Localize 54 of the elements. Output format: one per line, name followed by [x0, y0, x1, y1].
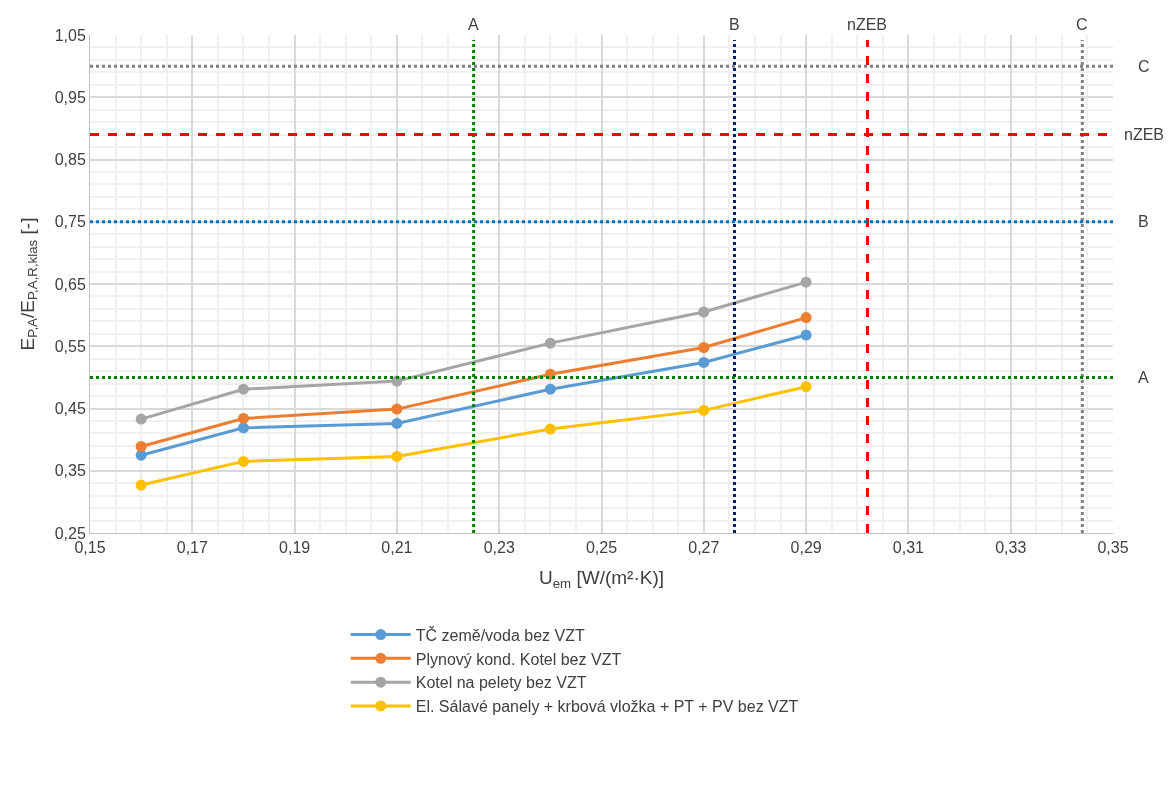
y-tick-label: 0,35: [54, 462, 86, 480]
y-tick-label: 0,85: [54, 151, 86, 169]
y-tick-label: 0,45: [54, 400, 86, 418]
point: [544, 383, 556, 395]
x-tick-label: 0,25: [585, 539, 618, 557]
point: [237, 383, 249, 395]
x-tick-label: 0,23: [483, 539, 515, 557]
point: [391, 417, 403, 429]
point: [391, 403, 403, 415]
point: [800, 381, 812, 393]
x-tick-label: 0,19: [279, 539, 311, 557]
point: [800, 276, 812, 288]
x-tick-label: 0,31: [892, 539, 925, 557]
y-tick-label: 1,05: [54, 26, 86, 44]
legend-label: TČ země/voda bez VZT: [415, 625, 585, 644]
x-tick-label: 0,15: [74, 539, 106, 557]
y-tick-label: 0,25: [54, 524, 86, 542]
x-tick-label: 0,35: [1097, 539, 1129, 557]
legend-label: El. Sálavé panely + krbová vložka + PT + PV bez VZT: [415, 698, 799, 716]
ref-line-label: C: [1138, 58, 1150, 75]
ref-line-label: B: [1138, 213, 1149, 230]
legend-label: Plynový kond. Kotel bez VZT: [415, 650, 622, 668]
x-axis-title: U$_{em}$ [W/(m²·K)]: [538, 567, 665, 591]
ref-line-label: A: [1138, 369, 1149, 386]
x-tick-label: 0,17: [176, 539, 208, 557]
point: [800, 329, 812, 341]
point: [391, 450, 403, 462]
legend-label: Kotel na pelety bez VZT: [415, 674, 587, 692]
point: [237, 422, 249, 434]
x-tick-label: 0,33: [995, 539, 1027, 557]
point: [135, 479, 147, 491]
point: [698, 341, 710, 353]
x-tick-label: 0,21: [381, 539, 413, 557]
ref-line-label: nZEB: [1124, 126, 1165, 143]
point: [237, 455, 249, 467]
y-tick-label: 0,75: [54, 213, 86, 231]
ref-line-label: nZEB: [847, 16, 888, 33]
x-tick-label: 0,29: [790, 539, 822, 557]
y-tick-label: 0,65: [54, 275, 86, 293]
ref-line-label: A: [468, 16, 479, 33]
y-tick-label: 0,55: [54, 337, 86, 355]
point: [135, 440, 147, 452]
y-tick-label: 0,95: [54, 88, 86, 106]
point: [698, 356, 710, 368]
point: [698, 306, 710, 318]
point: [135, 413, 147, 425]
point: [544, 337, 556, 349]
point: [544, 423, 556, 435]
point: [698, 404, 710, 416]
x-tick-label: 0,27: [688, 539, 720, 557]
point: [800, 312, 812, 324]
point: [237, 412, 249, 424]
ref-line-label: C: [1076, 16, 1088, 33]
ref-line-label: B: [729, 16, 740, 33]
